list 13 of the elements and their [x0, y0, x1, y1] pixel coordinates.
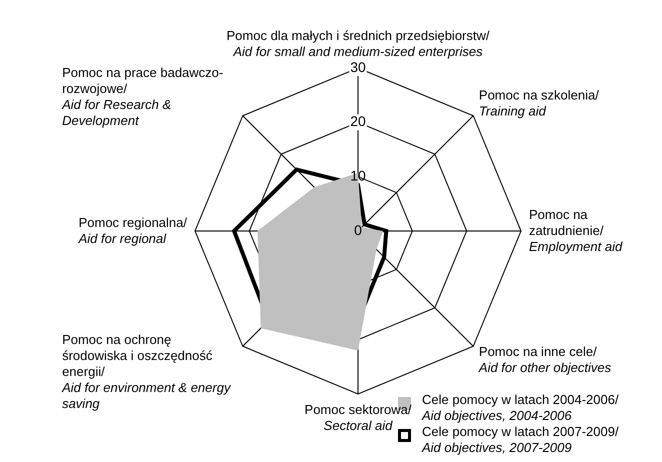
spoke-label: Pomoc na zatrudnienie/ Employment aid — [529, 207, 622, 254]
spoke-label: Pomoc na ochronę środowiska i oszczędność energii/ Aid for environment & energy saving — [62, 332, 230, 411]
legend-label: Cele pomocy w latach 2007-2009/ Aid objectives, 2007-2009 — [422, 424, 619, 455]
spoke-label: Pomoc sektorowa/ Sectoral aid — [304, 402, 412, 433]
spoke-label: Pomoc regionalna/ Aid for regional — [78, 215, 187, 246]
spoke-label: Pomoc na szkolenia/ Training aid — [478, 88, 599, 119]
y-tick-label: 20 — [350, 113, 366, 130]
y-tick-label: 0 — [354, 222, 362, 238]
spoke-label: Pomoc na inne cele/ Aid for other objectives — [478, 344, 612, 375]
spoke-label: Pomoc na prace badawczo-rozwojowe/ Aid for Research & Development — [62, 65, 224, 128]
legend-label: Cele pomocy w latach 2004-2006/ Aid objectives, 2004-2006 — [422, 392, 619, 423]
spoke-label: Pomoc dla małych i średnich przedsiębiorstw/ Aid for small and medium-sized enterprises — [226, 28, 490, 59]
y-tick-label: 30 — [350, 58, 366, 75]
